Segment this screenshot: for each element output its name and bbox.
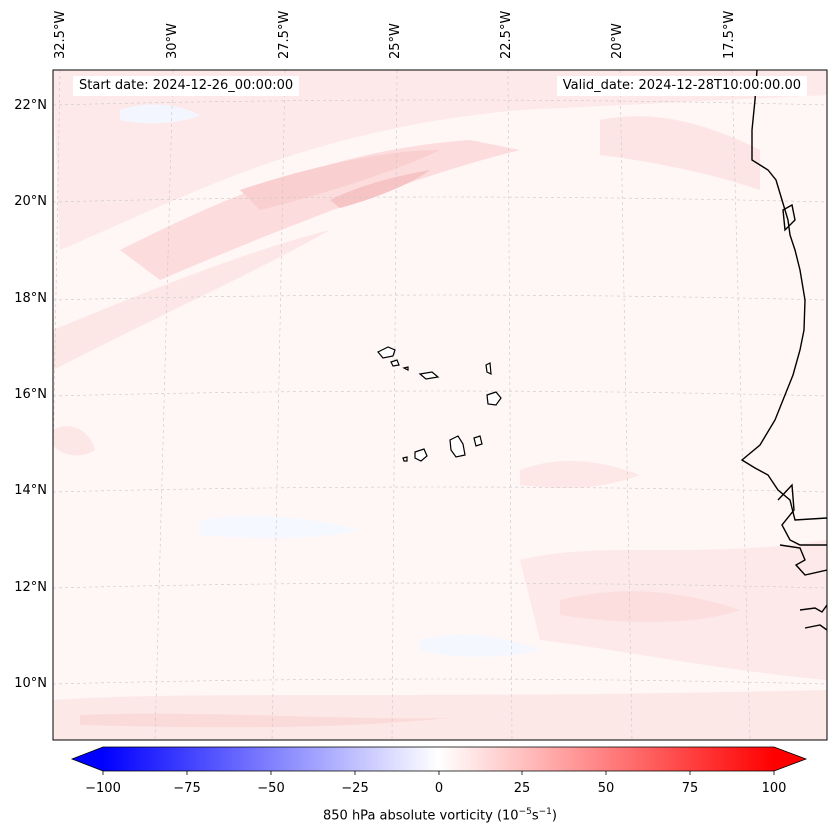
lat-label-12n: 12°N — [14, 580, 47, 595]
colorbar-high-extend — [774, 747, 806, 771]
lon-label-32-5w: 32.5°W — [53, 10, 68, 59]
colorbar-tick-label: 25 — [513, 781, 531, 796]
colorbar-low-extend — [72, 747, 103, 771]
colorbar-title: 850 hPa absolute vorticity (10−5s−1) — [323, 807, 557, 824]
lat-label-20n: 20°N — [14, 194, 47, 209]
colorbar-tick-label: 50 — [597, 781, 615, 796]
lat-label-14n: 14°N — [14, 483, 47, 498]
vorticity-contours — [53, 70, 827, 740]
lon-label-22-5w: 22.5°W — [499, 10, 514, 59]
colorbar-bar — [103, 747, 774, 771]
lat-label-18n: 18°N — [14, 291, 47, 306]
lon-label-25w: 25°W — [388, 23, 403, 59]
graticule — [53, 70, 827, 740]
lon-label-20w: 20°W — [610, 23, 625, 59]
valid-date-label: Valid_date: 2024-12-28T10:00:00.00 — [556, 76, 807, 96]
lon-label-30w: 30°W — [165, 23, 180, 59]
colorbar-tick-label: −25 — [341, 781, 369, 796]
colorbar — [70, 746, 808, 775]
start-date-label: Start date: 2024-12-26_00:00:00 — [73, 76, 300, 96]
colorbar-tick-label: 0 — [434, 781, 444, 796]
lat-label-22n: 22°N — [14, 98, 47, 113]
colorbar-tick-label: −100 — [85, 781, 121, 796]
lon-label-27-5w: 27.5°W — [277, 10, 292, 59]
lon-label-17-5w: 17.5°W — [722, 10, 737, 59]
map-frame — [52, 69, 828, 741]
cape-verde-islands — [377, 346, 502, 462]
coastline — [740, 70, 827, 631]
colorbar-tick-label: 75 — [681, 781, 699, 796]
lat-label-10n: 10°N — [14, 676, 47, 691]
colorbar-tick-label: −50 — [257, 781, 285, 796]
colorbar-tick-label: −75 — [173, 781, 201, 796]
colorbar-tick-label: 100 — [761, 781, 787, 796]
lat-label-16n: 16°N — [14, 387, 47, 402]
